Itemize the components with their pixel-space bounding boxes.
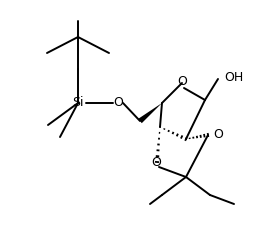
Text: Si: Si <box>72 97 84 110</box>
Text: O: O <box>213 128 223 141</box>
Polygon shape <box>138 103 162 123</box>
Text: O: O <box>151 157 161 169</box>
Text: O: O <box>177 74 187 87</box>
Text: OH: OH <box>224 70 243 83</box>
Text: O: O <box>113 97 123 110</box>
